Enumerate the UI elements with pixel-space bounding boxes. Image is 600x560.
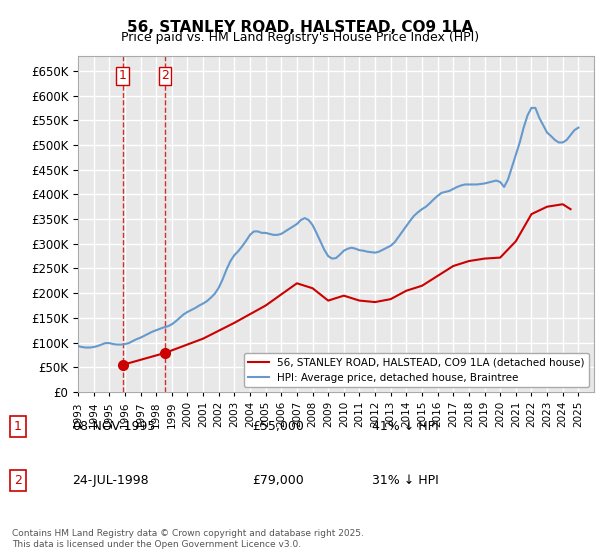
Text: Price paid vs. HM Land Registry's House Price Index (HPI): Price paid vs. HM Land Registry's House …: [121, 31, 479, 44]
Text: 1: 1: [119, 69, 127, 82]
Text: £79,000: £79,000: [252, 474, 304, 487]
Text: 2: 2: [161, 69, 169, 82]
Text: 2: 2: [14, 474, 22, 487]
Text: 31% ↓ HPI: 31% ↓ HPI: [372, 474, 439, 487]
Text: £55,000: £55,000: [252, 420, 304, 433]
Text: 56, STANLEY ROAD, HALSTEAD, CO9 1LA: 56, STANLEY ROAD, HALSTEAD, CO9 1LA: [127, 20, 473, 35]
Text: 41% ↓ HPI: 41% ↓ HPI: [372, 420, 439, 433]
Text: 1: 1: [14, 420, 22, 433]
Text: 08-NOV-1995: 08-NOV-1995: [72, 420, 155, 433]
Text: 24-JUL-1998: 24-JUL-1998: [72, 474, 149, 487]
Text: Contains HM Land Registry data © Crown copyright and database right 2025.
This d: Contains HM Land Registry data © Crown c…: [12, 529, 364, 549]
Legend: 56, STANLEY ROAD, HALSTEAD, CO9 1LA (detached house), HPI: Average price, detach: 56, STANLEY ROAD, HALSTEAD, CO9 1LA (det…: [244, 353, 589, 387]
